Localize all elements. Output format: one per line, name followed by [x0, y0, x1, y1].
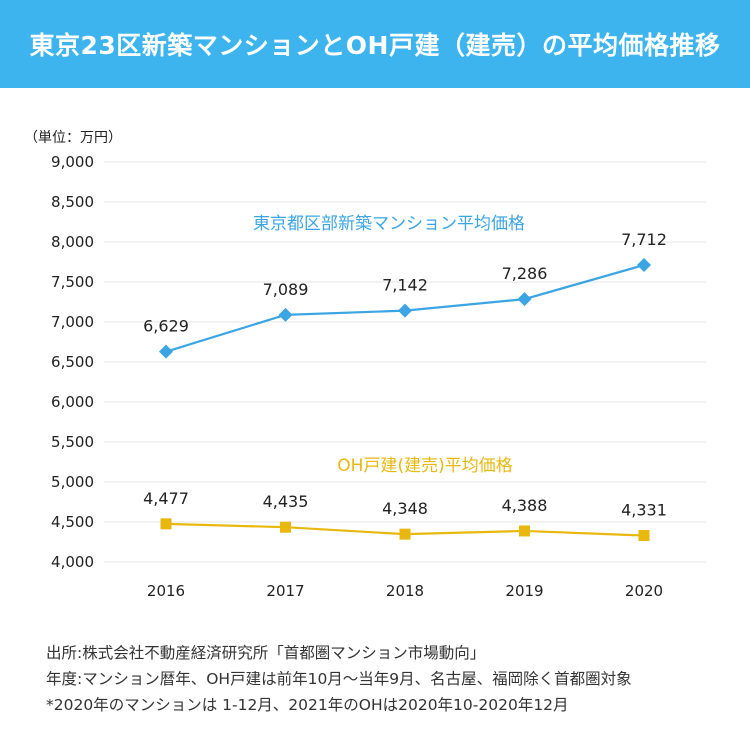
x-tick-label: 2018: [386, 582, 424, 600]
unit-label: （単位：万円）: [24, 130, 122, 146]
data-label: 4,435: [263, 492, 309, 511]
data-label: 7,712: [621, 230, 667, 249]
data-label: 4,388: [502, 496, 548, 515]
data-point: [159, 344, 173, 359]
data-label: 7,089: [263, 280, 309, 299]
data-label: 4,477: [143, 489, 189, 508]
x-tick-label: 2017: [266, 582, 304, 600]
chart-area: （単位：万円） 4,000 4,500 5,000 5,500 6,000 6,500 7,0…: [0, 88, 750, 628]
y-tick-label: 9,000: [51, 153, 94, 171]
data-point: [278, 307, 293, 322]
data-label: 7,142: [382, 276, 428, 295]
y-tick-label: 8,500: [51, 193, 94, 211]
chart-title: 東京23区新築マンションとOH戸建（建売）の平均価格推移: [29, 31, 721, 60]
data-label: 7,286: [502, 264, 548, 283]
x-tick-label: 2020: [625, 582, 663, 600]
data-point: [637, 258, 651, 273]
data-label: 6,629: [143, 317, 189, 336]
y-tick-label: 5,500: [51, 433, 94, 451]
header-banner: 東京23区新築マンションとOH戸建（建売）の平均価格推移: [0, 0, 750, 88]
note-source: 出所:株式会社不動産経済研究所「首都圏マンション市場動向」: [46, 644, 486, 662]
data-point: [280, 521, 291, 533]
y-tick-label: 5,000: [51, 473, 94, 491]
y-tick-label: 4,500: [51, 513, 94, 531]
y-tick-label: 8,000: [51, 233, 94, 251]
x-tick-label: 2019: [505, 582, 543, 600]
series-label: OH戸建(建売)平均価格: [337, 456, 512, 476]
note-period: *2020年のマンションは 1-12月、2021年のOHは2020年10-202…: [46, 696, 569, 714]
source-notes: 出所:株式会社不動産経済研究所「首都圏マンション市場動向」 年度:マンション暦年…: [46, 640, 736, 718]
note-fiscal-year: 年度:マンション暦年、OH戸建は前年10月～当年9月、名古屋、福岡除く首都圏対象: [46, 670, 632, 688]
x-tick-label: 2016: [147, 582, 185, 600]
data-point: [399, 528, 411, 540]
y-tick-label: 6,000: [51, 393, 94, 411]
data-point: [519, 525, 530, 537]
line-chart: （単位：万円） 4,000 4,500 5,000 5,500 6,000 6,500 7,0…: [24, 130, 706, 600]
data-point: [160, 518, 172, 530]
data-label: 4,348: [382, 499, 428, 518]
data-label: 4,331: [621, 501, 667, 520]
y-tick-label: 6,500: [51, 353, 94, 371]
data-point: [638, 530, 650, 542]
y-tick-label: 7,500: [51, 273, 94, 291]
data-point: [517, 292, 532, 307]
y-tick-label: 4,000: [51, 553, 94, 571]
data-point: [398, 303, 412, 318]
y-tick-label: 7,000: [51, 313, 94, 331]
series-label: 東京都区部新築マンション平均価格: [253, 214, 525, 234]
